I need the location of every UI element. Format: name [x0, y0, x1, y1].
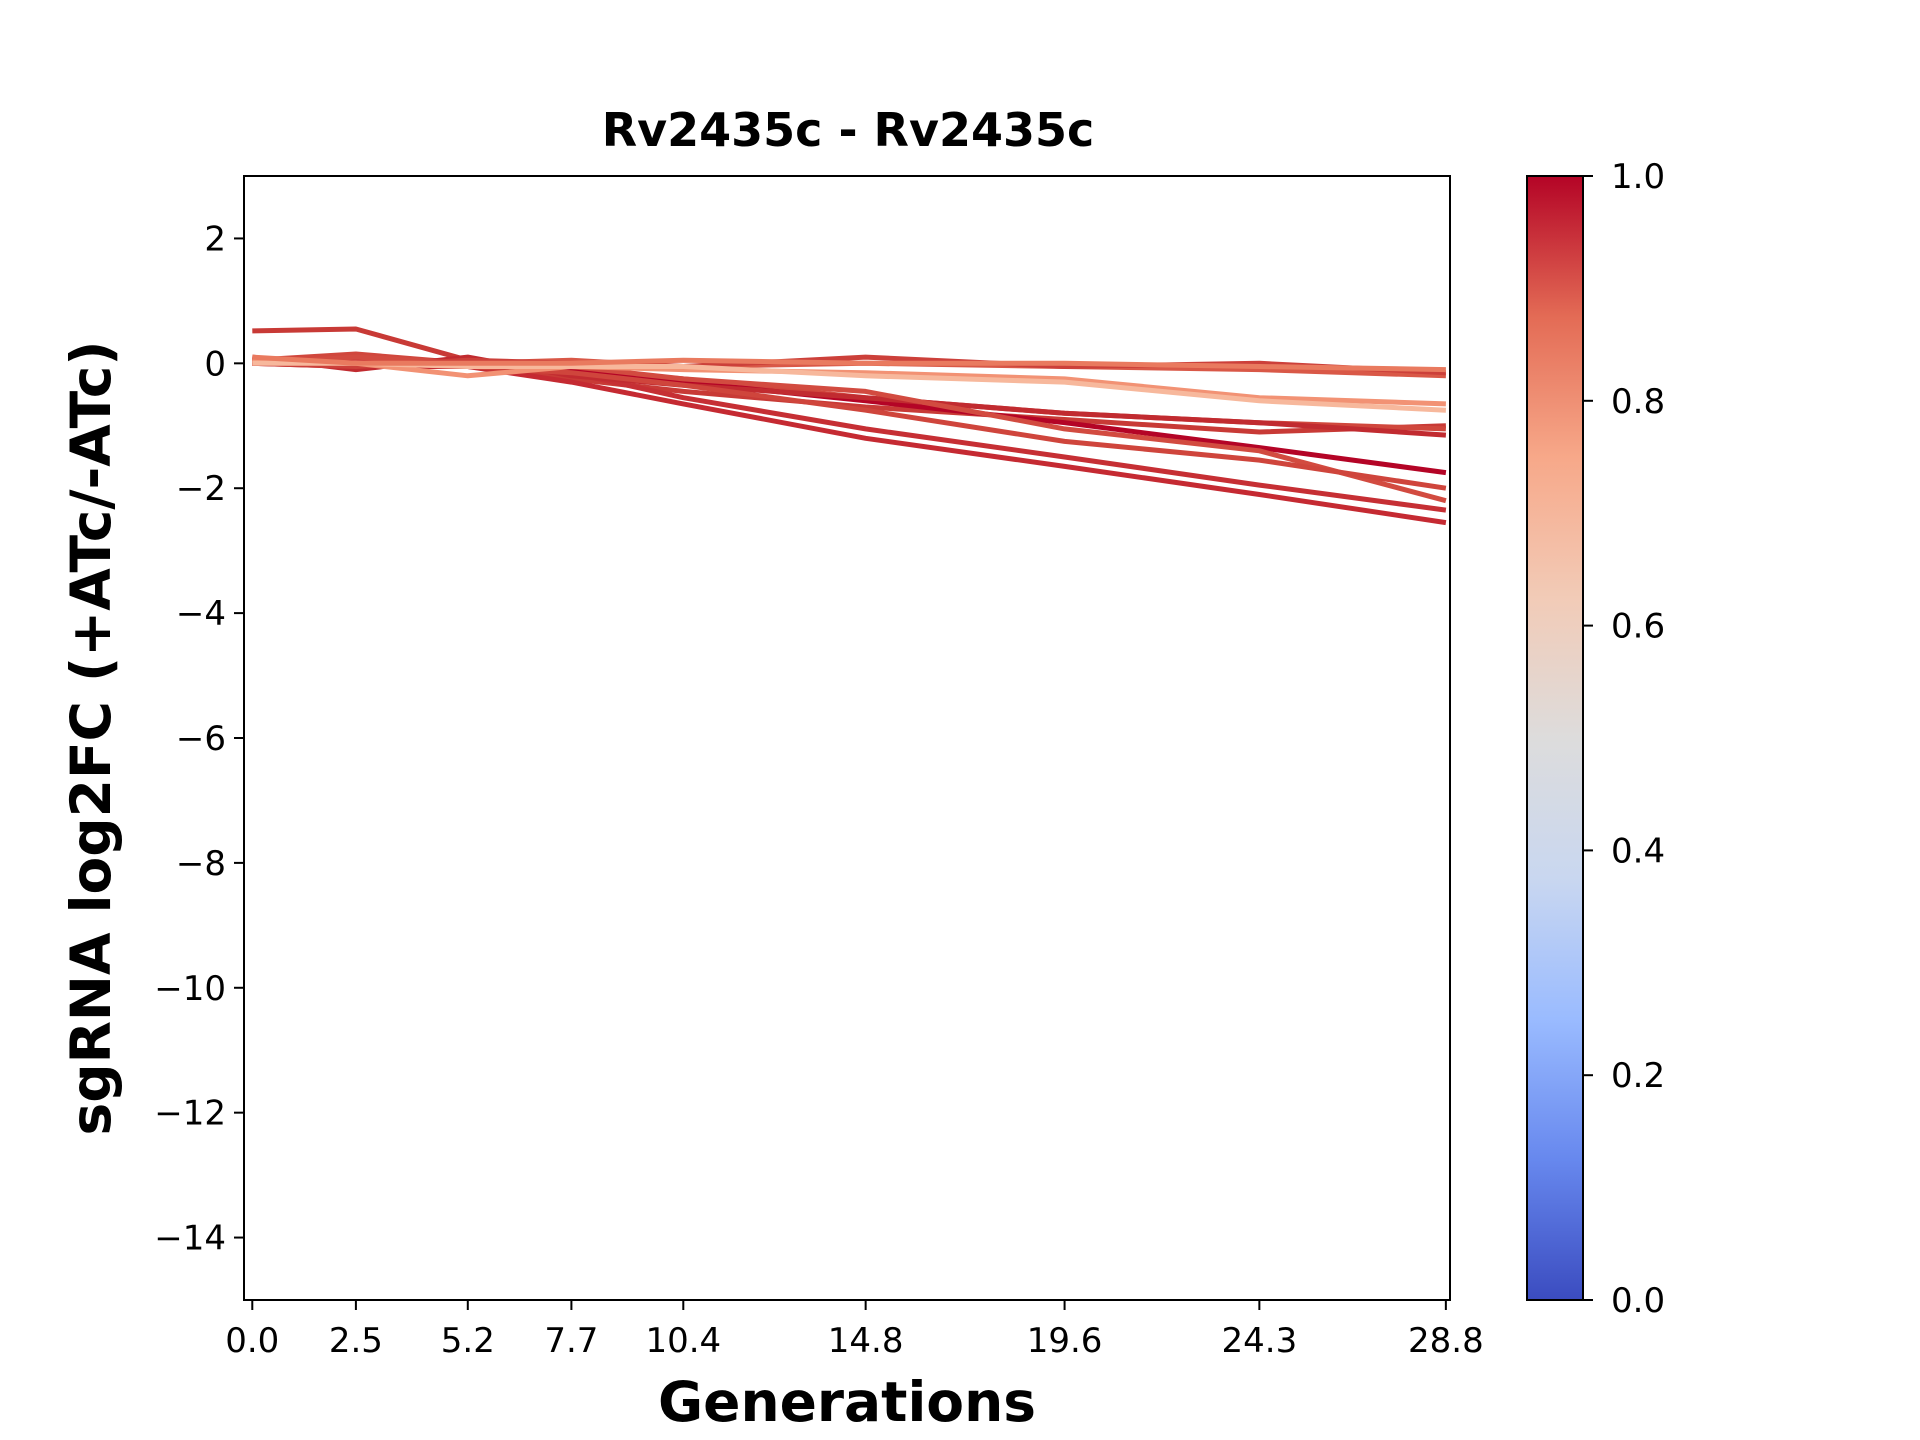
- x-tick-label: 7.7: [544, 1321, 598, 1361]
- y-tick-label: 0: [204, 344, 226, 384]
- colorbar-tick-label: 0.6: [1611, 607, 1665, 647]
- series-line-7: [252, 354, 1447, 504]
- plot-area: 2 0 −2 −4 −6 −8 −10 −12 −14 0.0 2.5 5.2 7.7 10.4 14.8…: [154, 175, 1484, 1361]
- y-tick-label: −2: [176, 469, 226, 509]
- x-tick-label: 19.6: [1027, 1321, 1103, 1361]
- series-line-11: [252, 357, 1446, 407]
- colorbar-tick-label: 0.2: [1611, 1056, 1665, 1096]
- series-lines: [252, 326, 1447, 526]
- series-line-1: [252, 326, 1446, 435]
- colorbar-tick-label: 0.4: [1611, 831, 1665, 871]
- colorbar: 0.0 0.2 0.4 0.6 0.8 1.0: [1526, 157, 1665, 1321]
- x-tick-label: 10.4: [645, 1321, 721, 1361]
- y-tick-label: −12: [154, 1094, 226, 1134]
- y-axis-ticks: 2 0 −2 −4 −6 −8 −10 −12 −14: [154, 219, 244, 1259]
- x-tick-label: 2.5: [329, 1321, 383, 1361]
- y-tick-label: −10: [154, 969, 226, 1009]
- x-tick-label: 28.8: [1408, 1321, 1484, 1361]
- plot-frame: [243, 175, 1451, 1301]
- colorbar-fill: [1526, 175, 1584, 1301]
- x-tick-label: 5.2: [441, 1321, 495, 1361]
- series-line-4: [252, 360, 1447, 526]
- y-tick-label: −8: [176, 844, 226, 884]
- colorbar-tick-label: 0.0: [1611, 1281, 1665, 1321]
- x-axis-label: Generations: [658, 1370, 1036, 1434]
- y-tick-label: −4: [176, 594, 226, 634]
- colorbar-tick-label: 0.8: [1611, 382, 1665, 422]
- x-tick-label: 0.0: [225, 1321, 279, 1361]
- series-line-13: [252, 354, 1446, 373]
- y-tick-label: 2: [204, 219, 226, 259]
- x-axis-ticks: 0.0 2.5 5.2 7.7 10.4 14.8 19.6 24.3 28.8: [225, 1300, 1484, 1361]
- colorbar-ticks: 0.0 0.2 0.4 0.6 0.8 1.0: [1583, 157, 1665, 1321]
- x-tick-label: 24.3: [1222, 1321, 1298, 1361]
- y-axis-label: sgRNA log2FC (+ATc/-ATc): [59, 340, 123, 1135]
- x-tick-label: 14.8: [828, 1321, 904, 1361]
- y-tick-label: −14: [154, 1219, 226, 1259]
- chart-title: Rv2435c - Rv2435c: [602, 103, 1095, 157]
- y-tick-label: −6: [176, 719, 226, 759]
- colorbar-tick-label: 1.0: [1611, 157, 1665, 197]
